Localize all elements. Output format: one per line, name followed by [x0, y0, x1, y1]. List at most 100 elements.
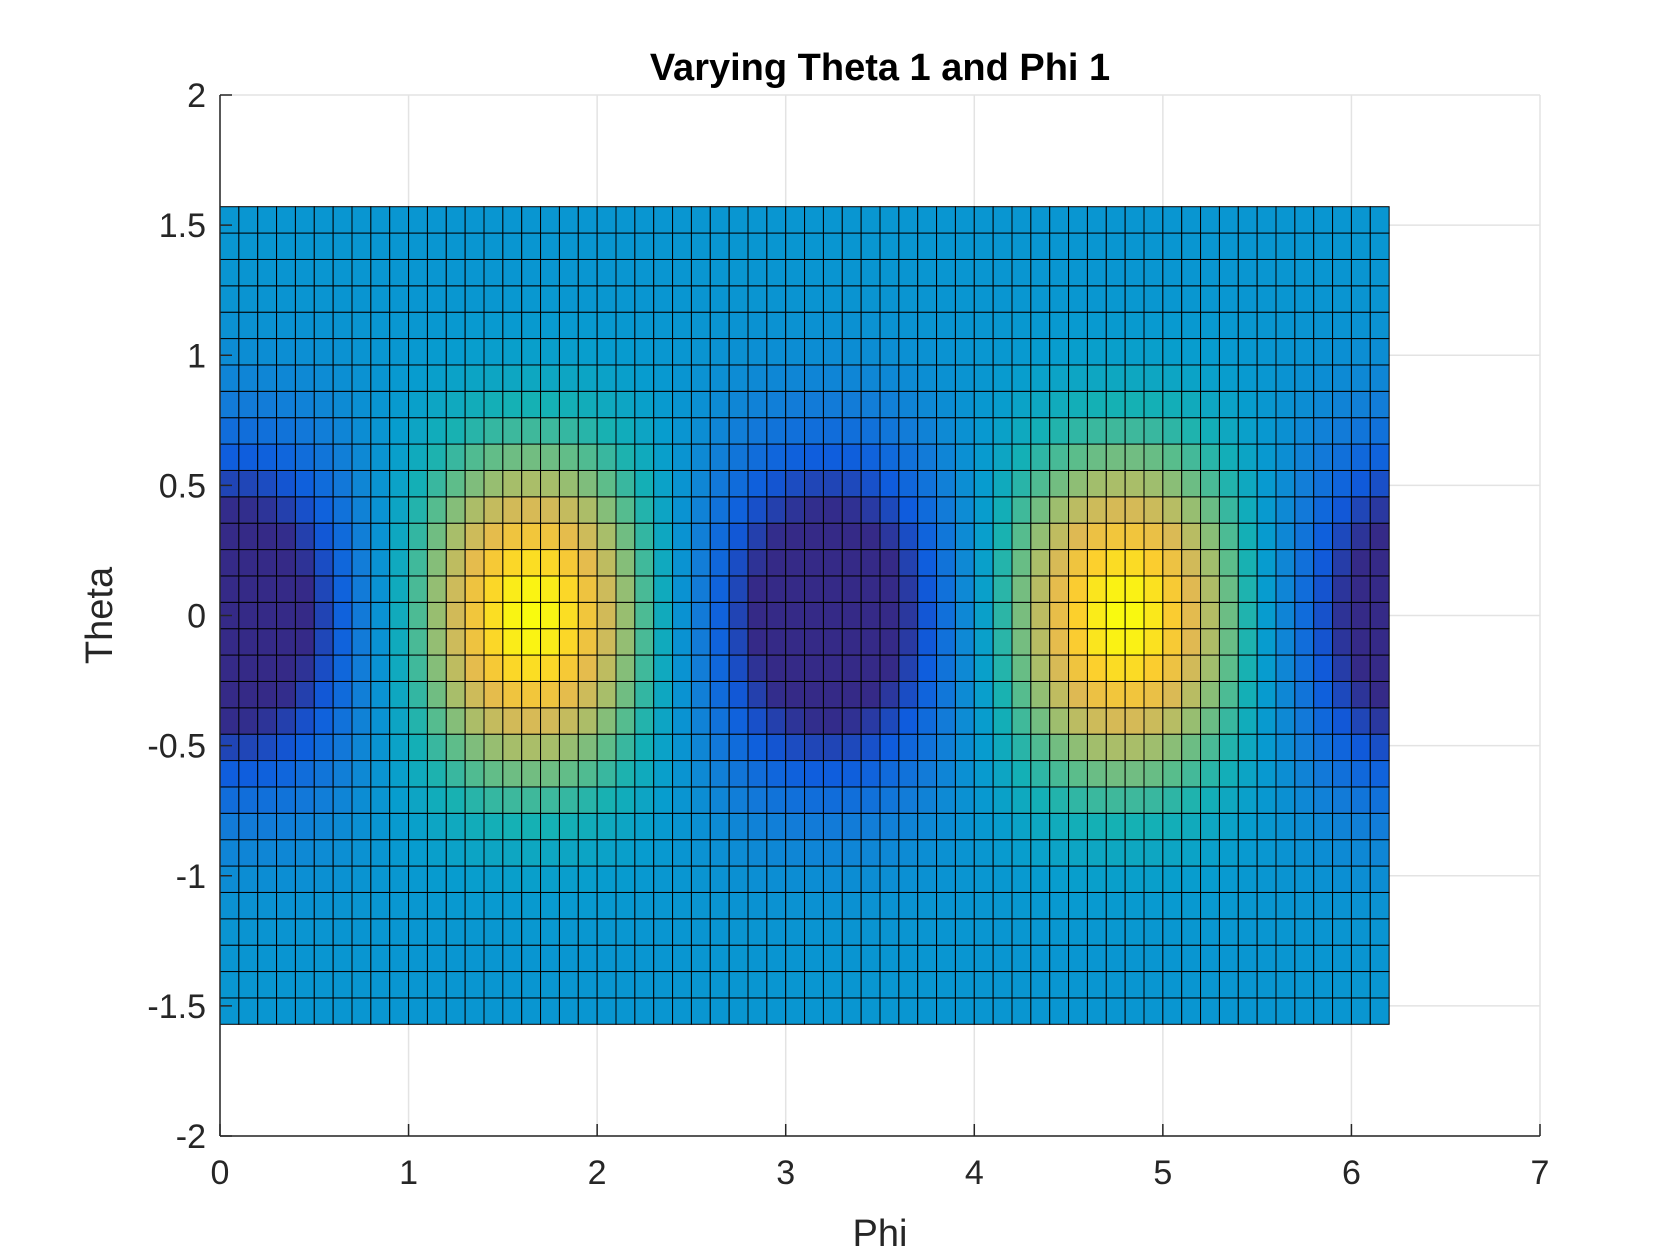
heatmap-cell: [879, 997, 900, 1025]
heatmap-cell: [1369, 311, 1390, 340]
heatmap-cell: [445, 364, 466, 392]
heatmap-cell: [540, 601, 560, 630]
heatmap-cell: [634, 654, 655, 682]
heatmap-cell: [1030, 839, 1051, 867]
heatmap-cell: [577, 469, 598, 498]
heatmap-cell: [521, 944, 542, 973]
heatmap-cell: [408, 918, 428, 946]
heatmap-cell: [313, 496, 334, 524]
heatmap-cell: [1030, 285, 1051, 313]
heatmap-cell: [1200, 285, 1220, 313]
heatmap-cell: [1313, 417, 1334, 445]
x-tick-label: 3: [776, 1154, 795, 1192]
heatmap-cell: [634, 232, 655, 260]
heatmap-cell: [747, 733, 768, 762]
heatmap-cell: [898, 232, 919, 260]
heatmap-cell: [879, 311, 900, 340]
heatmap-cell: [276, 311, 296, 340]
heatmap-cell: [1030, 549, 1051, 577]
heatmap-cell: [257, 206, 278, 234]
heatmap-cell: [370, 496, 391, 524]
heatmap-cell: [483, 707, 504, 735]
heatmap-cell: [766, 707, 787, 735]
heatmap-cell: [1237, 338, 1258, 366]
heatmap-cell: [1294, 812, 1315, 841]
heatmap-cell: [672, 232, 692, 260]
heatmap-cell: [596, 944, 617, 973]
heatmap-cell: [898, 258, 919, 287]
heatmap-cell: [540, 654, 560, 682]
heatmap-cell: [1068, 707, 1088, 735]
x-tick-label: 6: [1342, 1154, 1361, 1192]
heatmap-cell: [521, 628, 542, 656]
heatmap-cell: [389, 760, 410, 788]
heatmap-cell: [1275, 549, 1296, 577]
heatmap-cell: [898, 865, 919, 893]
heatmap-cell: [313, 338, 334, 366]
heatmap-cell: [464, 311, 485, 340]
heatmap-cell: [1162, 865, 1183, 893]
heatmap-cell: [1030, 522, 1051, 551]
heatmap-cell: [351, 971, 372, 999]
heatmap-cell: [540, 232, 560, 260]
heatmap-cell: [917, 997, 938, 1025]
heatmap-cell: [766, 944, 787, 973]
heatmap-cell: [445, 232, 466, 260]
heatmap-cell: [860, 812, 881, 841]
heatmap-cell: [992, 338, 1013, 366]
heatmap-cell: [521, 786, 542, 814]
heatmap-cell: [577, 364, 598, 392]
heatmap-cell: [1256, 628, 1277, 656]
heatmap-cell: [1049, 496, 1070, 524]
heatmap-cell: [1181, 812, 1202, 841]
heatmap-cell: [917, 338, 938, 366]
heatmap-cell: [445, 865, 466, 893]
heatmap-cell: [1181, 575, 1202, 603]
heatmap-cell: [1332, 549, 1352, 577]
heatmap-cell: [785, 628, 806, 656]
heatmap-cell: [1049, 206, 1070, 234]
heatmap-cell: [1218, 258, 1239, 287]
heatmap-cell: [238, 760, 259, 788]
heatmap-cell: [1162, 443, 1183, 471]
heatmap-cell: [709, 865, 730, 893]
heatmap-cell: [332, 944, 353, 973]
heatmap-cell: [257, 469, 278, 498]
heatmap-cell: [257, 839, 278, 867]
heatmap-cell: [1313, 258, 1334, 287]
heatmap-cell: [634, 733, 655, 762]
heatmap-cell: [1313, 628, 1334, 656]
heatmap-cell: [1124, 628, 1145, 656]
heatmap-cell: [898, 390, 919, 419]
heatmap-cell: [804, 206, 824, 234]
heatmap-cell: [445, 258, 466, 287]
heatmap-cell: [954, 654, 975, 682]
heatmap-cell: [1313, 891, 1334, 920]
heatmap-cell: [558, 707, 579, 735]
heatmap-cell: [596, 364, 617, 392]
heatmap-cell: [936, 628, 956, 656]
heatmap-cell: [1086, 918, 1107, 946]
heatmap-cell: [1049, 338, 1070, 366]
heatmap-cell: [332, 971, 353, 999]
heatmap-cell: [804, 258, 824, 287]
heatmap-cell: [1350, 760, 1371, 788]
heatmap-cell: [1162, 628, 1183, 656]
heatmap-cell: [257, 812, 278, 841]
heatmap-cell: [540, 839, 560, 867]
heatmap-cell: [502, 469, 523, 498]
heatmap-cell: [841, 865, 862, 893]
heatmap-cell: [1369, 839, 1390, 867]
heatmap-cell: [596, 839, 617, 867]
heatmap-cell: [936, 918, 956, 946]
heatmap-cell: [1124, 469, 1145, 498]
heatmap-cell: [1086, 364, 1107, 392]
heatmap-cell: [1086, 285, 1107, 313]
heatmap-cell: [332, 469, 353, 498]
heatmap-cell: [1256, 812, 1277, 841]
heatmap-cell: [596, 443, 617, 471]
heatmap-cell: [596, 971, 617, 999]
heatmap-cell: [351, 918, 372, 946]
heatmap-cell: [426, 390, 447, 419]
heatmap-cell: [1181, 232, 1202, 260]
